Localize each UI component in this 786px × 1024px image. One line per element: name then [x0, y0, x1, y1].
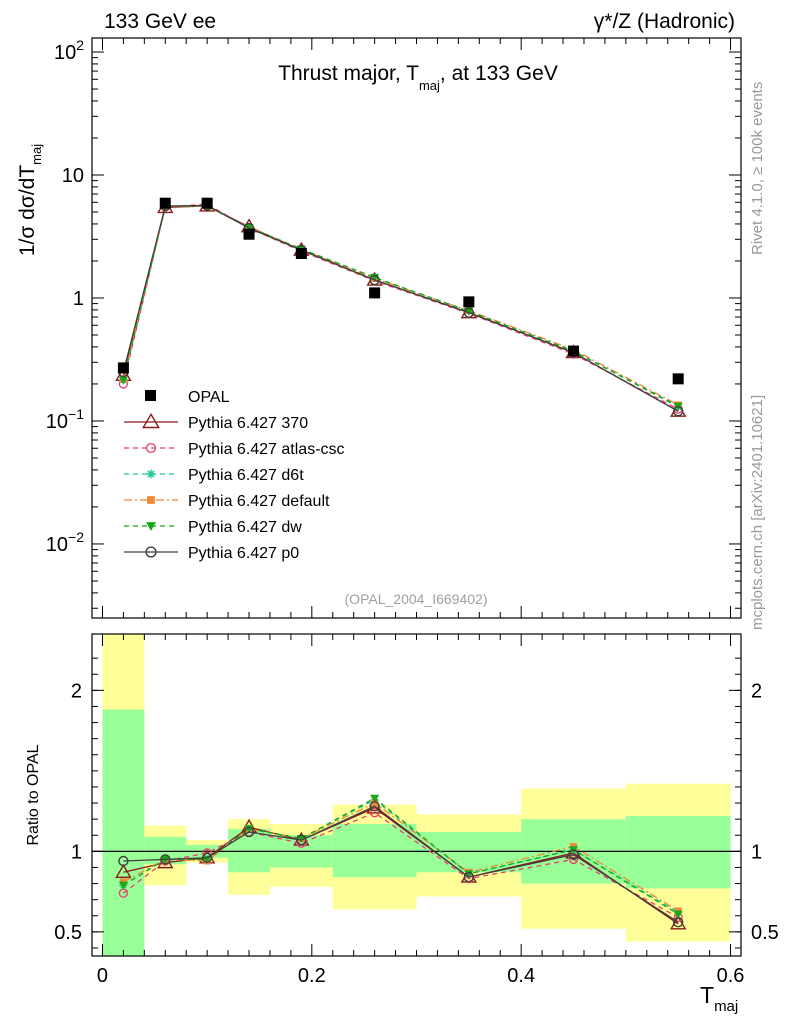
point-dw [464, 307, 474, 316]
ratio-point-p0 [296, 834, 307, 846]
data-point-opal [463, 296, 475, 308]
ratio-point-dw [464, 870, 474, 879]
y-tick-label: 10 [62, 165, 84, 187]
legend-label: OPAL [188, 389, 230, 406]
ratio-band-inner [102, 709, 145, 956]
ratio-y-axis-label: Ratio to OPAL [25, 744, 42, 845]
point-dw [118, 376, 128, 385]
y-tick-label: 10−2 [46, 529, 84, 556]
ratio-y-tick-label-right: 0.5 [751, 922, 779, 944]
legend-marker-default [147, 496, 155, 504]
series-line-atlas [122, 203, 679, 410]
legend-label: Pythia 6.427 default [188, 493, 330, 510]
data-point-opal [295, 247, 307, 259]
series-line-p0 [122, 204, 679, 412]
point-p0 [369, 274, 380, 286]
ratio-band-inner [625, 815, 731, 889]
ratio-point-p370 [366, 799, 383, 814]
y-tick-label: 10−1 [46, 406, 84, 433]
data-point-opal [672, 373, 684, 385]
y-tick-label: 102 [54, 37, 84, 64]
analysis-watermark: (OPAL_2004_I669402) [345, 591, 488, 607]
ratio-point-p0 [369, 801, 380, 812]
y-axis-label: 1/σ dσ/dTmaj [16, 144, 44, 256]
ratio-point-p0 [463, 871, 475, 883]
ratio-point-p0 [672, 916, 684, 928]
legend-label: Pythia 6.427 atlas-csc [188, 441, 345, 458]
data-point-opal [568, 345, 580, 357]
ratio-band-inner [332, 823, 417, 878]
series-line-default [122, 205, 679, 406]
legend-marker-p0 [145, 546, 157, 558]
x-tick-label: 0.2 [298, 965, 326, 987]
ratio-point-dw [673, 910, 683, 919]
ratio-point-p0 [243, 826, 255, 838]
ratio-line-p0 [123, 805, 679, 923]
x-tick-label: 0.6 [717, 965, 745, 987]
data-point-opal [159, 197, 171, 209]
point-p0 [672, 406, 684, 417]
ratio-point-p370 [115, 863, 132, 878]
ratio-point-p0 [568, 849, 579, 860]
legend-label: Pythia 6.427 d6t [188, 467, 304, 484]
legend-label: Pythia 6.427 dw [188, 519, 302, 536]
point-p0 [463, 307, 475, 318]
legend-marker-opal [145, 390, 156, 401]
x-tick-label: 0.4 [507, 965, 535, 987]
ratio-point-atlas [568, 854, 579, 865]
ratio-point-default [371, 799, 379, 807]
ratio-y-tick-label-left: 0.5 [54, 922, 82, 944]
data-point-opal [369, 287, 381, 299]
ratio-point-p370 [669, 915, 687, 930]
chart-title: Thrust major, Tmaj, at 133 GeV [278, 62, 558, 93]
series-line-p370 [122, 205, 679, 412]
header-right-label: γ*/Z (Hadronic) [594, 10, 735, 33]
ratio-point-p0 [160, 854, 171, 865]
data-point-opal [201, 197, 213, 209]
data-point-opal [117, 362, 129, 374]
ratio-y-tick-label-left: 1 [71, 841, 82, 863]
ratio-point-p0 [201, 852, 213, 863]
legend-label: Pythia 6.427 p0 [188, 545, 299, 562]
ratio-point-p0 [118, 855, 129, 867]
legend-marker-p370 [142, 412, 160, 429]
ratio-point-dw [118, 881, 128, 890]
ratio-point-dw [296, 834, 306, 843]
main-panel: 102 10 1 10−1 10−2 1/σ dσ/dTmaj Thrust majo… [16, 37, 742, 619]
rivet-label: Rivet 4.1.0, ≥ 100k events [749, 82, 766, 255]
header-left-label: 133 GeV ee [104, 10, 216, 33]
legend-marker-dw [146, 522, 156, 531]
ratio-y-tick-label-left: 2 [71, 680, 82, 702]
x-tick-label: 0 [97, 965, 108, 987]
series-line-dw [122, 205, 679, 407]
legend-marker-d6t [146, 469, 156, 479]
mcplots-label: mcplots.cern.ch [arXiv:2401.10621] [749, 395, 766, 630]
ratio-point-dw [244, 825, 254, 834]
ratio-y-tick-label-right: 1 [751, 841, 762, 863]
ratio-point-dw [370, 794, 380, 803]
series-line-d6t [122, 205, 679, 408]
legend-label: Pythia 6.427 370 [188, 415, 308, 432]
ratio-band-inner [416, 832, 522, 873]
ratio-point-atlas [369, 808, 380, 818]
legend-marker-atlas [145, 442, 157, 454]
y-tick-label: 1 [73, 288, 84, 310]
data-point-opal [243, 228, 255, 240]
ratio-y-tick-label-right: 2 [751, 680, 762, 702]
